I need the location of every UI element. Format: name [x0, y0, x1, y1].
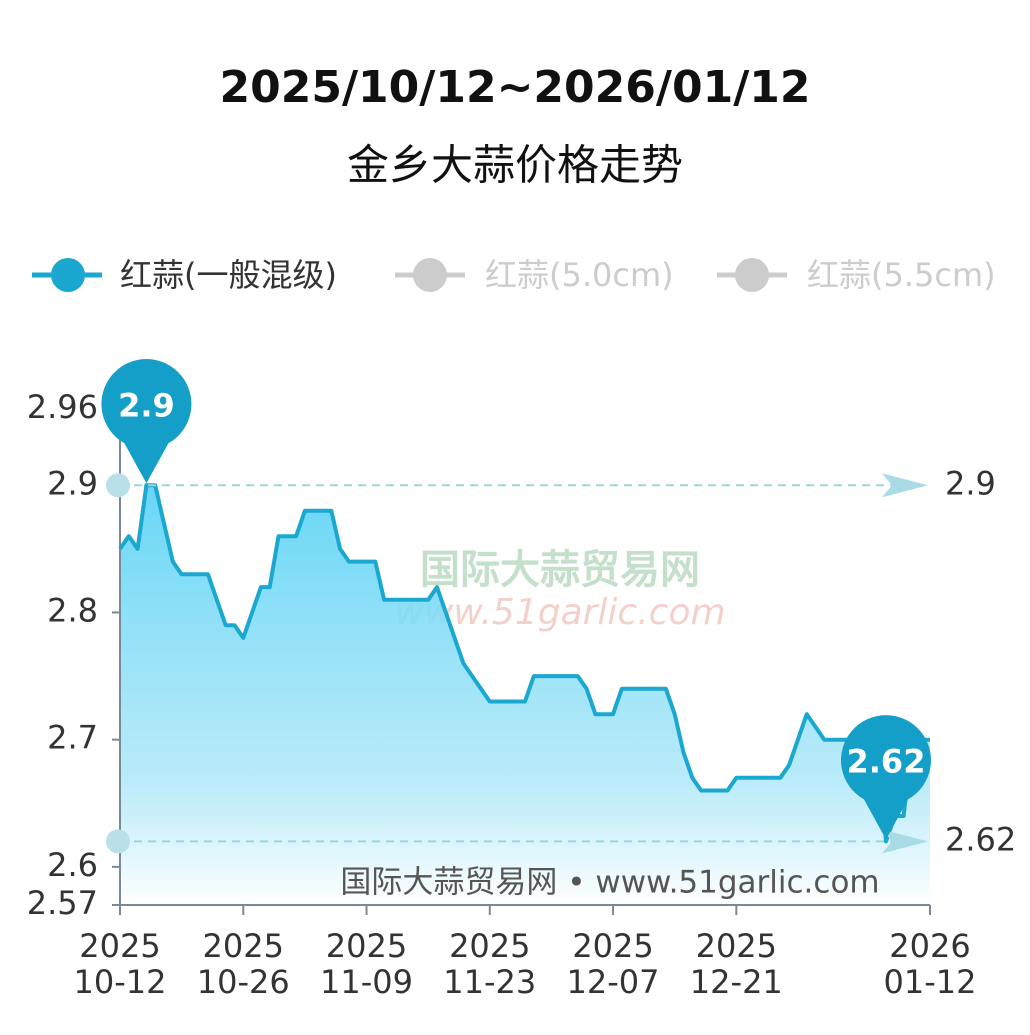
- reference-label: 2.9: [945, 464, 996, 502]
- y-tick-label: 2.6: [47, 846, 98, 884]
- pin: [840, 715, 931, 840]
- y-tick-label: 2.7: [47, 719, 98, 757]
- x-tick-label: 2025 11-09: [320, 927, 413, 1001]
- reference-arrow: [882, 473, 928, 498]
- chart-title: 2025/10/12~2026/01/12: [220, 62, 811, 113]
- price-line: [118, 483, 930, 844]
- legend-marker: [413, 258, 447, 292]
- pin-label: 2.62: [847, 742, 926, 780]
- legend-marker: [735, 258, 769, 292]
- y-tick-label: 2.8: [47, 591, 98, 629]
- x-tick-label: 2025 12-21: [689, 927, 783, 1001]
- x-tick-label: 2025 10-26: [196, 927, 290, 1001]
- y-tick-label: 2.9: [47, 464, 98, 502]
- legend-label: 红蒜(5.5cm): [807, 256, 996, 294]
- source: 国际大蒜贸易网 • www.51garlic.com: [340, 865, 879, 901]
- reference-arrow: [882, 829, 928, 854]
- pin: [101, 359, 192, 484]
- chart-subtitle: 金乡大蒜价格走势: [347, 141, 683, 190]
- reference-label: 2.62: [945, 820, 1016, 858]
- legend-marker: [51, 258, 85, 292]
- legend-label: 红蒜(一般混级): [120, 256, 337, 294]
- watermark-name: 国际大蒜贸易网: [420, 547, 700, 593]
- x-tick-label: 2025 12-07: [566, 927, 660, 1001]
- pin-label: 2.9: [118, 386, 175, 424]
- area-fill: [120, 485, 930, 905]
- x-tick-label: 2025 10-12: [73, 927, 167, 1001]
- reference-dot: [106, 473, 130, 498]
- y-tick-label: 2.57: [27, 884, 98, 922]
- y-tick-label: 2.96: [27, 388, 98, 426]
- x-tick-label: 2025 11-23: [443, 927, 537, 1001]
- reference-dot: [106, 829, 130, 854]
- legend-label: 红蒜(5.0cm): [485, 256, 674, 294]
- x-tick-label: 2026 01-12: [883, 927, 977, 1001]
